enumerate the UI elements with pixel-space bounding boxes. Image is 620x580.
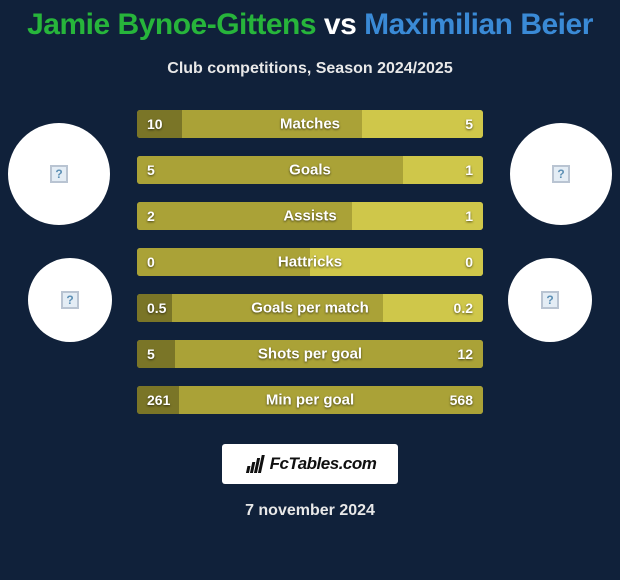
bar-segment [352,202,483,230]
stat-value-left: 261 [147,392,170,408]
stat-row: 261 568 Min per goal [137,386,483,414]
vs-text: vs [324,8,356,41]
stat-value-right: 0 [465,254,473,270]
stat-row: 0.5 0.2 Goals per match [137,294,483,322]
stat-value-left: 2 [147,208,155,224]
avatar-right [510,123,612,225]
stat-label: Min per goal [266,392,354,409]
stat-row: 0 0 Hattricks [137,248,483,276]
stat-value-left: 0 [147,254,155,270]
logo-text: FcTables.com [270,454,377,474]
stat-value-right: 1 [465,162,473,178]
bar-segment [137,156,403,184]
stat-value-right: 568 [450,392,473,408]
stat-row: 2 1 Assists [137,202,483,230]
image-placeholder-icon [61,291,79,309]
stat-row: 5 1 Goals [137,156,483,184]
stat-value-left: 0.5 [147,300,166,316]
stat-value-left: 5 [147,346,155,362]
image-placeholder-icon [50,165,68,183]
stat-row: 10 5 Matches [137,110,483,138]
stat-label: Shots per goal [258,346,362,363]
player1-name: Jamie Bynoe-Gittens [27,8,316,41]
comparison-title: Jamie Bynoe-Gittens vs Maximilian Beier [0,0,620,42]
stat-label: Assists [283,208,336,225]
stat-value-left: 5 [147,162,155,178]
image-placeholder-icon [552,165,570,183]
stat-value-right: 1 [465,208,473,224]
stat-label: Goals [289,162,331,179]
stat-value-right: 12 [457,346,473,362]
fctables-logo: FcTables.com [222,444,398,484]
bar-segment [137,340,175,368]
subtitle: Club competitions, Season 2024/2025 [0,60,620,78]
comparison-bars: 10 5 Matches 5 1 Goals 2 1 Assists 0 0 Hattricks 0.5… [137,110,483,414]
stat-row: 5 12 Shots per goal [137,340,483,368]
stat-value-right: 5 [465,116,473,132]
stat-label: Goals per match [251,300,369,317]
player2-name: Maximilian Beier [364,8,593,41]
image-placeholder-icon [541,291,559,309]
avatar-left [8,123,110,225]
bar-chart-icon [244,454,266,474]
stat-label: Matches [280,116,340,133]
avatar-right [508,258,592,342]
date-text: 7 november 2024 [0,502,620,520]
stat-value-right: 0.2 [454,300,473,316]
avatar-left [28,258,112,342]
stat-label: Hattricks [278,254,342,271]
stat-value-left: 10 [147,116,163,132]
